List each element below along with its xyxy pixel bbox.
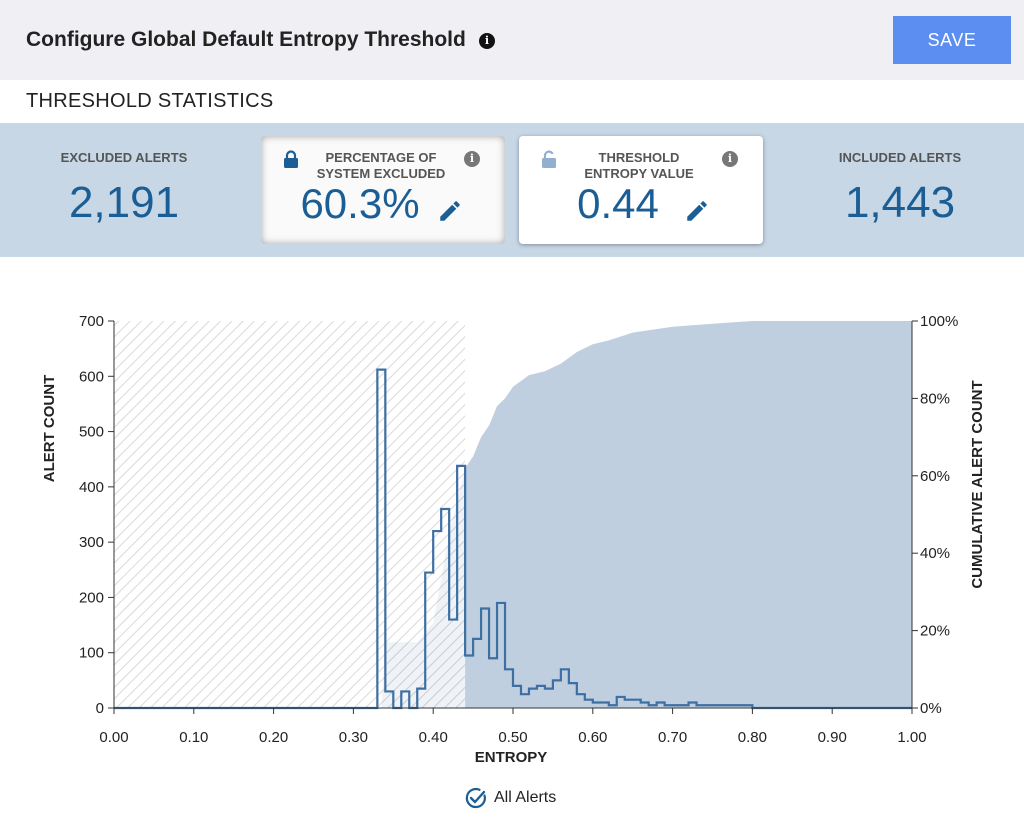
excluded-alerts-label: EXCLUDED ALERTS	[60, 150, 188, 165]
percentage-value-text: 60.3%	[300, 180, 420, 227]
percentage-excluded-card[interactable]: PERCENTAGE OF SYSTEM EXCLUDED i 60.3%	[261, 136, 505, 244]
percentage-label-line1: PERCENTAGE OF	[325, 150, 437, 165]
stats-band	[0, 123, 1024, 257]
pencil-icon[interactable]	[684, 198, 710, 229]
histogram-series	[114, 368, 912, 710]
included-alerts-value: 1,443	[844, 178, 956, 227]
percentage-excluded-label: PERCENTAGE OF SYSTEM EXCLUDED	[301, 150, 461, 182]
info-icon[interactable]: i	[479, 33, 495, 49]
threshold-entropy-card[interactable]: THRESHOLD ENTROPY VALUE i 0.44	[519, 136, 763, 244]
y-tick-label: 500	[79, 424, 104, 441]
x-tick-label: 0.10	[179, 729, 208, 746]
y-tick-label: 300	[79, 534, 104, 551]
section-title: THRESHOLD STATISTICS	[26, 90, 274, 112]
check-circle-icon[interactable]	[464, 786, 488, 815]
excluded-alerts-stat: EXCLUDED ALERTS 2,191	[44, 150, 204, 228]
y2-tick-label: 100%	[920, 313, 958, 330]
x-tick-label: 0.20	[259, 729, 288, 746]
y-tick-label: 600	[79, 368, 104, 385]
percentage-excluded-value: 60.3%	[261, 180, 505, 228]
y2-tick-label: 80%	[920, 390, 950, 407]
y-tick-label: 700	[79, 313, 104, 330]
x-axis-title: ENTROPY	[475, 749, 548, 766]
x-tick-label: 1.00	[897, 729, 926, 746]
lock-icon[interactable]	[283, 150, 299, 173]
y-tick-label: 0	[96, 700, 104, 717]
x-tick-label: 0.80	[738, 729, 767, 746]
y2-tick-label: 60%	[920, 468, 950, 485]
y-tick-label: 100	[79, 645, 104, 662]
threshold-label-line1: THRESHOLD	[598, 150, 680, 165]
info-icon[interactable]: i	[464, 151, 480, 167]
included-alerts-stat: INCLUDED ALERTS 1,443	[820, 150, 980, 228]
info-icon[interactable]: i	[722, 151, 738, 167]
x-tick-label: 0.70	[658, 729, 687, 746]
threshold-label-line2: ENTROPY VALUE	[584, 166, 694, 181]
y2-tick-label: 40%	[920, 545, 950, 562]
y2-tick-label: 20%	[920, 623, 950, 640]
y-tick-label: 400	[79, 479, 104, 496]
x-tick-label: 0.90	[818, 729, 847, 746]
y2-tick-label: 0%	[920, 700, 942, 717]
unlock-icon[interactable]	[541, 150, 557, 173]
save-button[interactable]: SAVE	[893, 16, 1011, 64]
pencil-icon[interactable]	[437, 198, 463, 229]
x-tick-label: 0.40	[419, 729, 448, 746]
threshold-entropy-label: THRESHOLD ENTROPY VALUE	[559, 150, 719, 182]
threshold-value-text: 0.44	[577, 180, 659, 227]
legend-label: All Alerts	[494, 789, 557, 806]
y-axis-title: ALERT COUNT	[41, 375, 58, 483]
x-tick-label: 0.60	[578, 729, 607, 746]
x-tick-label: 0.50	[498, 729, 527, 746]
header-bar: Configure Global Default Entropy Thresho…	[0, 0, 1024, 80]
y-tick-label: 200	[79, 589, 104, 606]
page-title: Configure Global Default Entropy Thresho…	[26, 28, 466, 51]
y2-axis-title: CUMULATIVE ALERT COUNT	[969, 380, 986, 588]
x-tick-label: 0.00	[99, 729, 128, 746]
threshold-entropy-value: 0.44	[519, 180, 763, 228]
excluded-alerts-value: 2,191	[68, 178, 180, 227]
entropy-histogram-chart: 0 100 200 300 400 500 600 700 0% 20% 40% 60% 80% 100%…	[41, 313, 986, 766]
percentage-label-line2: SYSTEM EXCLUDED	[316, 166, 446, 181]
x-tick-label: 0.30	[339, 729, 368, 746]
excluded-region	[114, 321, 466, 708]
included-alerts-label: INCLUDED ALERTS	[838, 150, 962, 165]
cumulative-area	[114, 321, 912, 708]
